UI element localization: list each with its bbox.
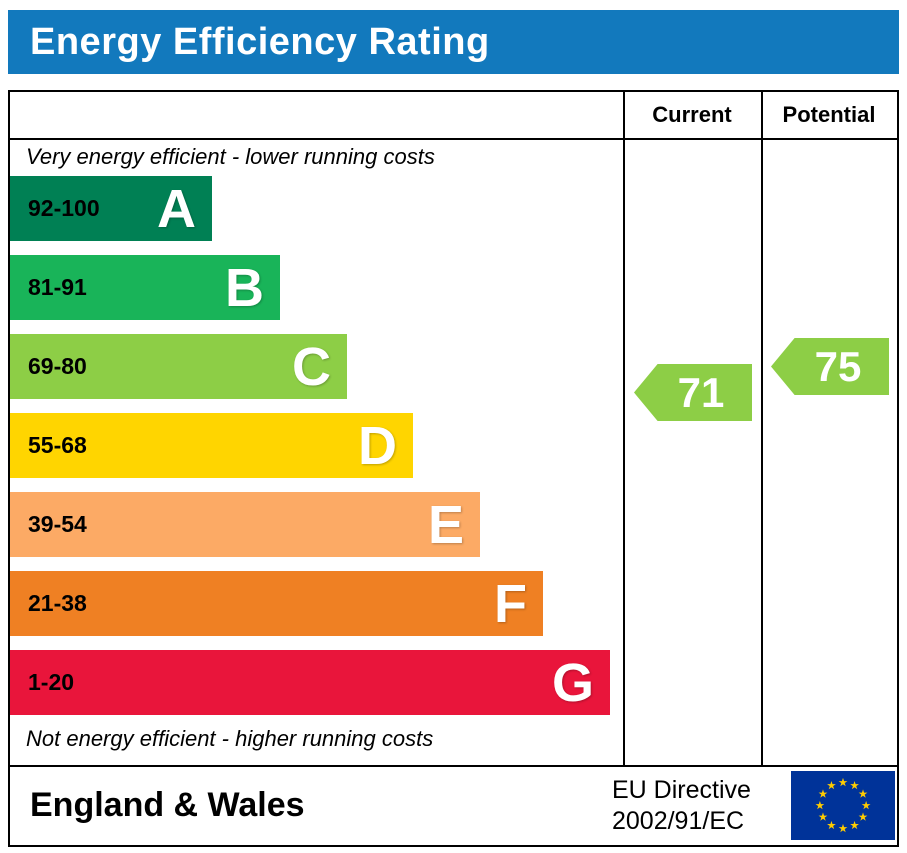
band-row: 92-100 A (10, 176, 623, 241)
band-range: 92-100 (28, 195, 100, 221)
band-range: 1-20 (28, 669, 75, 695)
bottom-note: Not energy efficient - higher running co… (26, 726, 434, 751)
band-letter: F (494, 573, 527, 634)
band-bar-a: 92-100 A (10, 176, 212, 241)
top-note: Very energy efficient - lower running co… (26, 144, 435, 169)
band-range: 55-68 (28, 432, 87, 458)
current-column-header: Current (652, 102, 732, 127)
band-row: 1-20 G (10, 650, 623, 715)
epc-rating-chart: Current Potential Very energy efficient … (8, 90, 899, 847)
eu-flag-icon (791, 771, 895, 840)
band-letter: E (427, 494, 464, 555)
header-divider-line (10, 138, 897, 140)
band-row: 81-91 B (10, 255, 623, 320)
band-letter: A (157, 178, 196, 239)
band-letter: C (292, 336, 331, 397)
band-bar-c: 69-80 C (10, 334, 347, 399)
region-label: England & Wales (30, 786, 305, 824)
page-title: Energy Efficiency Rating (30, 20, 490, 63)
band-row: 39-54 E (10, 492, 623, 557)
band-bar-g: 1-20 G (10, 650, 610, 715)
current-column-divider (623, 92, 625, 765)
footer-divider-line (10, 765, 897, 767)
band-letter: D (358, 415, 397, 476)
potential-value: 75 (814, 342, 862, 390)
band-row: 21-38 F (10, 571, 623, 636)
band-range: 21-38 (28, 590, 87, 616)
band-letter: G (551, 652, 594, 713)
band-bar-b: 81-91 B (10, 255, 280, 320)
band-range: 69-80 (28, 353, 87, 379)
band-bar-f: 21-38 F (10, 571, 543, 636)
rating-bands: 92-100 A 81-91 B 69-80 C 55-68 D 39-54 (10, 176, 623, 729)
band-bar-e: 39-54 E (10, 492, 480, 557)
potential-column-divider (761, 92, 763, 765)
title-bar: Energy Efficiency Rating (8, 10, 899, 74)
band-row: 55-68 D (10, 413, 623, 478)
band-bar-d: 55-68 D (10, 413, 413, 478)
eu-directive-line1: EU Directive (612, 776, 751, 804)
potential-arrow: 75 (771, 338, 889, 395)
band-range: 39-54 (28, 511, 87, 537)
eu-directive-label: EU Directive 2002/91/EC (612, 775, 751, 837)
current-value: 71 (677, 368, 725, 416)
current-arrow: 71 (634, 364, 752, 421)
eu-directive-line2: 2002/91/EC (612, 807, 745, 835)
band-letter: B (225, 257, 264, 318)
potential-column-header: Potential (782, 102, 876, 127)
band-range: 81-91 (28, 274, 87, 300)
band-row: 69-80 C (10, 334, 623, 399)
